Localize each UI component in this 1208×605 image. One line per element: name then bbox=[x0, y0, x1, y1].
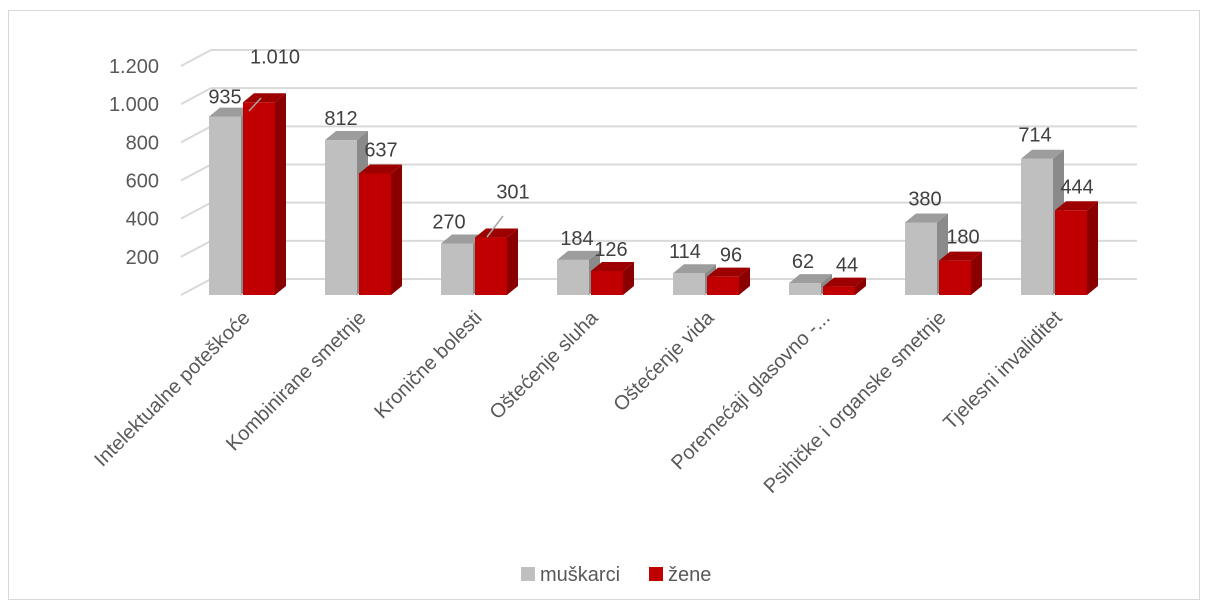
bar-side bbox=[739, 267, 750, 295]
bar-1-4 bbox=[707, 267, 750, 295]
bar-top bbox=[673, 264, 716, 274]
data-label: 270 bbox=[432, 211, 465, 233]
gridlines bbox=[180, 49, 1137, 296]
legend: muškarci žene bbox=[521, 564, 711, 586]
bar-front bbox=[939, 260, 971, 295]
gridline-diagonal bbox=[180, 125, 212, 144]
bar-top bbox=[1055, 201, 1098, 211]
bar-top bbox=[441, 234, 484, 244]
bar-side bbox=[507, 228, 518, 295]
data-label: 184 bbox=[560, 228, 593, 250]
bar-1-1 bbox=[359, 164, 402, 295]
bar-side bbox=[623, 261, 634, 295]
bar-1-6 bbox=[939, 251, 982, 295]
bar-top bbox=[1021, 149, 1064, 159]
data-label: 637 bbox=[364, 139, 397, 161]
bar-front bbox=[325, 140, 357, 295]
data-label: 444 bbox=[1060, 176, 1093, 198]
bar-chart: 200 400 600 800 1.000 1.200 935 1.010 812 637 270… bbox=[90, 46, 1137, 586]
category-label: Kronične bolesti bbox=[370, 307, 486, 423]
bar-top bbox=[325, 131, 368, 141]
bar-front bbox=[475, 237, 507, 295]
data-label: 935 bbox=[208, 87, 241, 109]
bar-front bbox=[707, 276, 739, 295]
gridline-diagonal bbox=[180, 163, 212, 182]
category-label: Tjelesni invaliditet bbox=[939, 307, 1066, 434]
y-axis-ticks: 200 400 600 800 1.000 1.200 bbox=[109, 56, 159, 269]
bar-1-2 bbox=[475, 228, 518, 295]
data-label: 114 bbox=[669, 241, 701, 263]
bars bbox=[209, 93, 1098, 295]
leader-line bbox=[486, 215, 504, 238]
category-label: Psihičke i organske smetnje bbox=[760, 307, 951, 498]
category-label: Oštećenje vida bbox=[609, 306, 719, 416]
bar-top bbox=[359, 164, 402, 174]
legend-swatch-muskarci bbox=[521, 567, 535, 581]
bar-top bbox=[591, 261, 634, 271]
bar-front bbox=[673, 273, 705, 295]
gridline-diagonal bbox=[180, 201, 212, 220]
bar-side bbox=[971, 251, 982, 295]
legend-label-muskarci: muškarci bbox=[540, 564, 620, 586]
category-label: Oštećenje sluha bbox=[486, 306, 604, 424]
bar-front bbox=[789, 283, 821, 295]
data-label: 1.010 bbox=[250, 46, 300, 68]
bar-front bbox=[591, 270, 623, 295]
leader-line bbox=[248, 97, 262, 112]
data-label: 96 bbox=[720, 245, 742, 267]
bar-front bbox=[441, 243, 473, 295]
data-label: 714 bbox=[1018, 125, 1051, 147]
bar-1-7 bbox=[1055, 201, 1098, 295]
bar-side bbox=[275, 93, 286, 295]
bar-front bbox=[905, 222, 937, 295]
legend-label-zene: žene bbox=[668, 564, 711, 586]
chart-frame: 200 400 600 800 1.000 1.200 935 1.010 812 637 270… bbox=[8, 10, 1200, 600]
data-label: 180 bbox=[946, 227, 979, 249]
data-label: 301 bbox=[496, 182, 529, 204]
bar-1-0 bbox=[243, 93, 286, 295]
bar-top bbox=[243, 93, 286, 103]
gridline-diagonal bbox=[180, 49, 212, 67]
data-label: 812 bbox=[324, 108, 357, 130]
bar-side bbox=[855, 277, 866, 295]
bar-top bbox=[905, 213, 948, 223]
gridline-diagonal bbox=[180, 239, 212, 258]
bar-side bbox=[391, 164, 402, 295]
gridline-floor-diagonal bbox=[180, 278, 212, 296]
legend-swatch-zene bbox=[649, 567, 663, 581]
bar-top bbox=[557, 250, 600, 260]
bar-top bbox=[789, 274, 832, 284]
bar-1-5 bbox=[823, 277, 866, 295]
y-tick-label: 800 bbox=[126, 132, 159, 154]
bar-top bbox=[209, 107, 252, 117]
data-label: 44 bbox=[836, 255, 858, 277]
y-tick-label: 400 bbox=[126, 209, 159, 231]
data-label: 62 bbox=[792, 251, 814, 273]
y-tick-label: 600 bbox=[126, 171, 159, 193]
bar-front bbox=[243, 102, 275, 295]
bar-top bbox=[475, 228, 518, 238]
data-label: 126 bbox=[594, 239, 627, 261]
bar-front bbox=[359, 173, 391, 295]
data-label: 380 bbox=[908, 188, 941, 210]
y-tick-label: 200 bbox=[126, 247, 159, 269]
bar-top bbox=[707, 267, 750, 277]
bar-side bbox=[1087, 201, 1098, 295]
bar-top bbox=[939, 251, 982, 261]
bar-front bbox=[1055, 210, 1087, 295]
bar-front bbox=[1021, 158, 1053, 295]
bar-front bbox=[557, 259, 589, 295]
bar-top bbox=[823, 277, 866, 287]
bar-front bbox=[823, 286, 855, 295]
gridline-diagonal bbox=[180, 87, 212, 106]
y-tick-label: 1.200 bbox=[109, 56, 159, 78]
bar-1-3 bbox=[591, 261, 634, 295]
bar-front bbox=[209, 116, 241, 295]
y-tick-label: 1.000 bbox=[109, 94, 159, 116]
